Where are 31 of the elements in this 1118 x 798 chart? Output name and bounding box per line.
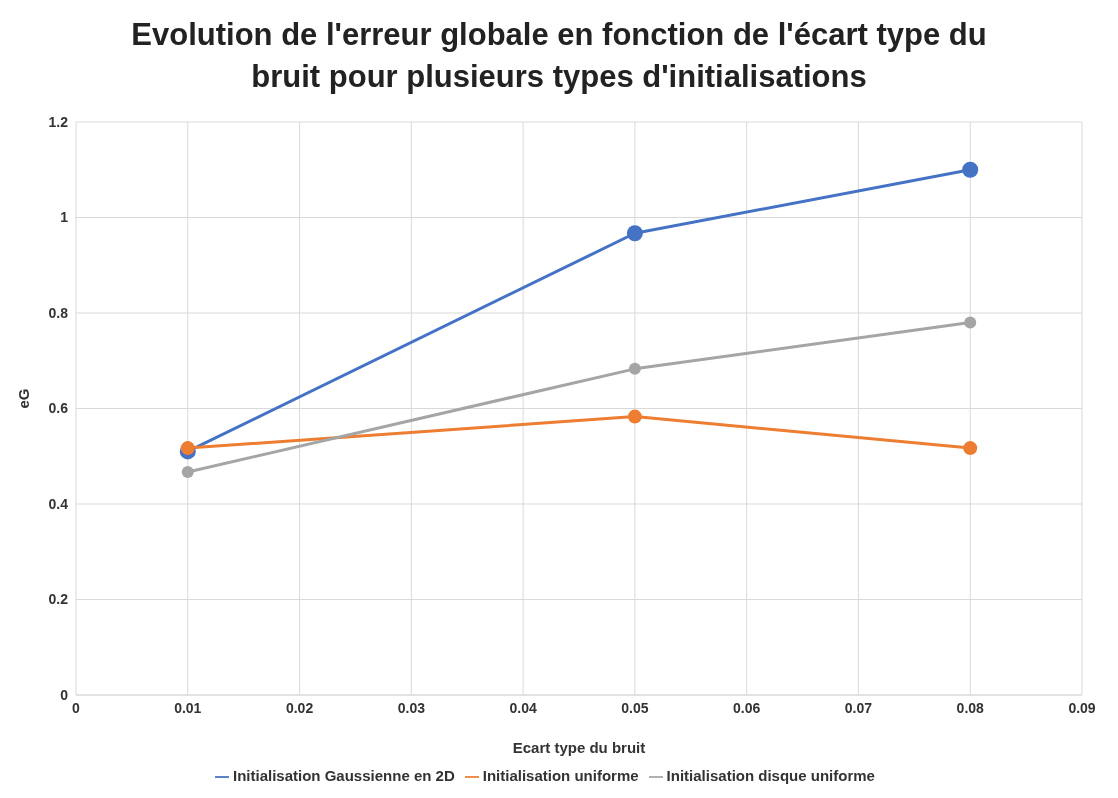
point <box>180 441 195 456</box>
point <box>627 409 642 424</box>
legend-label: Initialisation Gaussienne en 2D <box>233 766 455 784</box>
y-tick-label: 0.8 <box>48 304 69 321</box>
point <box>626 225 643 242</box>
x-axis-title: Ecart type du bruit <box>512 738 646 756</box>
point <box>962 161 979 178</box>
x-tick-label: 0.01 <box>174 699 202 716</box>
x-tick-label: 0 <box>72 699 81 716</box>
y-tick-label: 0.6 <box>48 400 69 417</box>
x-tick-label: 0.09 <box>1068 699 1096 716</box>
point <box>628 362 641 375</box>
x-tick-label: 0.02 <box>285 699 314 716</box>
point <box>181 465 194 478</box>
x-tick-label: 0.06 <box>733 699 761 716</box>
x-tick-label: 0.03 <box>397 699 426 716</box>
legend-label: Initialisation uniforme <box>482 766 639 784</box>
point <box>963 441 978 456</box>
y-tick-label: 1 <box>60 209 69 226</box>
y-tick-label: 0.4 <box>48 495 69 512</box>
x-tick-label: 0.05 <box>621 699 649 716</box>
y-tick-label: 1.2 <box>48 113 69 130</box>
x-tick-label: 0.08 <box>956 699 985 716</box>
chart-title: Evolution de l'erreur globale en fonction de l'écart type du bruit pour plusieurs types d'initialisations <box>130 16 988 96</box>
legend-label: Initialisation disque uniforme <box>666 766 875 784</box>
x-tick-label: 0.07 <box>844 699 873 716</box>
y-tick-label: 0.2 <box>48 591 69 608</box>
y-axis-title: eG <box>15 388 33 409</box>
point <box>964 316 977 329</box>
y-tick-label: 0 <box>60 686 69 703</box>
x-tick-label: 0.04 <box>509 699 537 716</box>
